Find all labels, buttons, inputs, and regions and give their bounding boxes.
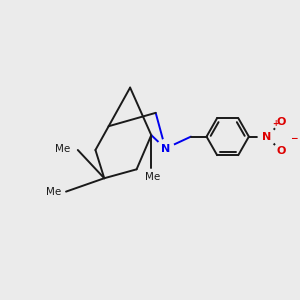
Circle shape [273, 113, 290, 130]
Text: O: O [277, 146, 286, 157]
Text: O: O [277, 117, 286, 127]
Text: −: − [290, 134, 298, 143]
Text: N: N [161, 143, 170, 154]
Text: Me: Me [46, 187, 62, 196]
Circle shape [157, 140, 174, 158]
Circle shape [258, 128, 276, 146]
Text: Me: Me [55, 143, 70, 154]
Text: Me: Me [145, 172, 160, 182]
Circle shape [273, 143, 290, 160]
Text: +: + [273, 119, 279, 128]
Text: N: N [262, 132, 272, 142]
